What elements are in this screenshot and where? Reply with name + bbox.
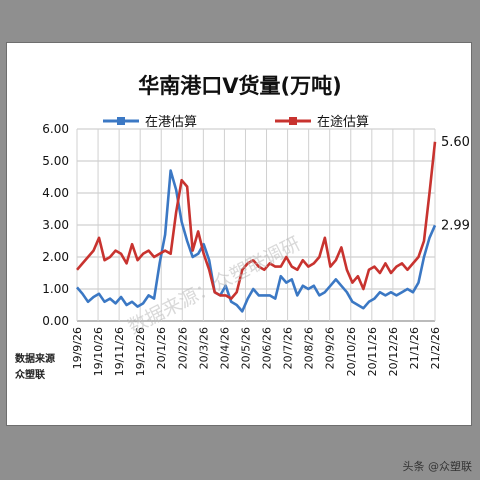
x-tick-label: 19/12/26 <box>134 327 147 376</box>
x-tick-label: 20/7/26 <box>282 327 295 369</box>
x-tick-label: 20/3/26 <box>197 327 210 369</box>
credit-watermark: 头条 @众塑联 <box>402 460 473 473</box>
legend-marker-0 <box>117 117 125 125</box>
x-tick-label: 19/10/26 <box>92 327 105 376</box>
y-tick-label: 6.00 <box>42 122 69 136</box>
series-line-1 <box>76 141 437 300</box>
x-tick-label: 20/6/26 <box>261 327 274 369</box>
watermark: 数据来源：众塑联调研 <box>125 233 304 339</box>
x-tick-label: 21/2/26 <box>429 327 442 369</box>
y-tick-label: 3.00 <box>42 218 69 232</box>
chart-frame: 华南港口V货量(万吨) 在港估算 在途估算 0.00 1.00 2.00 3.00 4.0… <box>6 42 472 426</box>
y-tick-label: 2.00 <box>42 250 69 264</box>
x-tick-label: 19/9/26 <box>71 327 84 369</box>
x-tick-label: 20/1/26 <box>155 327 168 369</box>
y-tick-label: 1.00 <box>42 282 69 296</box>
end-value-label-0: 2.99 <box>441 218 470 233</box>
y-tick-label: 0.00 <box>42 314 69 328</box>
series-line-0 <box>76 169 437 313</box>
source-line-2: 众塑联 <box>15 370 45 381</box>
legend-marker-1 <box>289 117 297 125</box>
legend-label-0: 在港估算 <box>145 115 197 130</box>
x-tick-label: 19/11/26 <box>113 327 126 376</box>
legend-label-1: 在途估算 <box>317 114 369 130</box>
x-tick-label: 20/10/26 <box>345 327 358 376</box>
x-tick-label: 20/5/26 <box>239 327 252 369</box>
x-tick-label: 20/12/26 <box>387 327 400 376</box>
chart-title: 华南港口V货量(万吨) <box>138 74 341 98</box>
x-axis-ticks: 19/9/26 19/10/26 19/11/26 19/12/26 20/1/26 20… <box>71 327 442 376</box>
x-tick-label: 20/9/26 <box>324 327 337 369</box>
line-chart: 华南港口V货量(万吨) 在港估算 在途估算 0.00 1.00 2.00 3.00 4.0… <box>42 74 470 376</box>
x-tick-label: 21/1/26 <box>408 327 421 369</box>
end-value-label-1: 5.60 <box>441 135 470 150</box>
y-tick-label: 5.00 <box>42 154 69 168</box>
x-tick-label: 20/8/26 <box>303 327 316 369</box>
legend: 在港估算 在途估算 <box>103 114 369 130</box>
series-layer: 2.99 5.60 <box>76 135 470 313</box>
y-tick-label: 4.00 <box>42 186 69 200</box>
x-tick-label: 20/11/26 <box>366 327 379 376</box>
x-tick-label: 20/2/26 <box>176 327 189 369</box>
y-axis-ticks: 0.00 1.00 2.00 3.00 4.00 5.00 6.00 <box>42 122 69 328</box>
source-line-1: 数据来源 <box>15 354 55 365</box>
x-tick-label: 20/4/26 <box>218 327 231 369</box>
